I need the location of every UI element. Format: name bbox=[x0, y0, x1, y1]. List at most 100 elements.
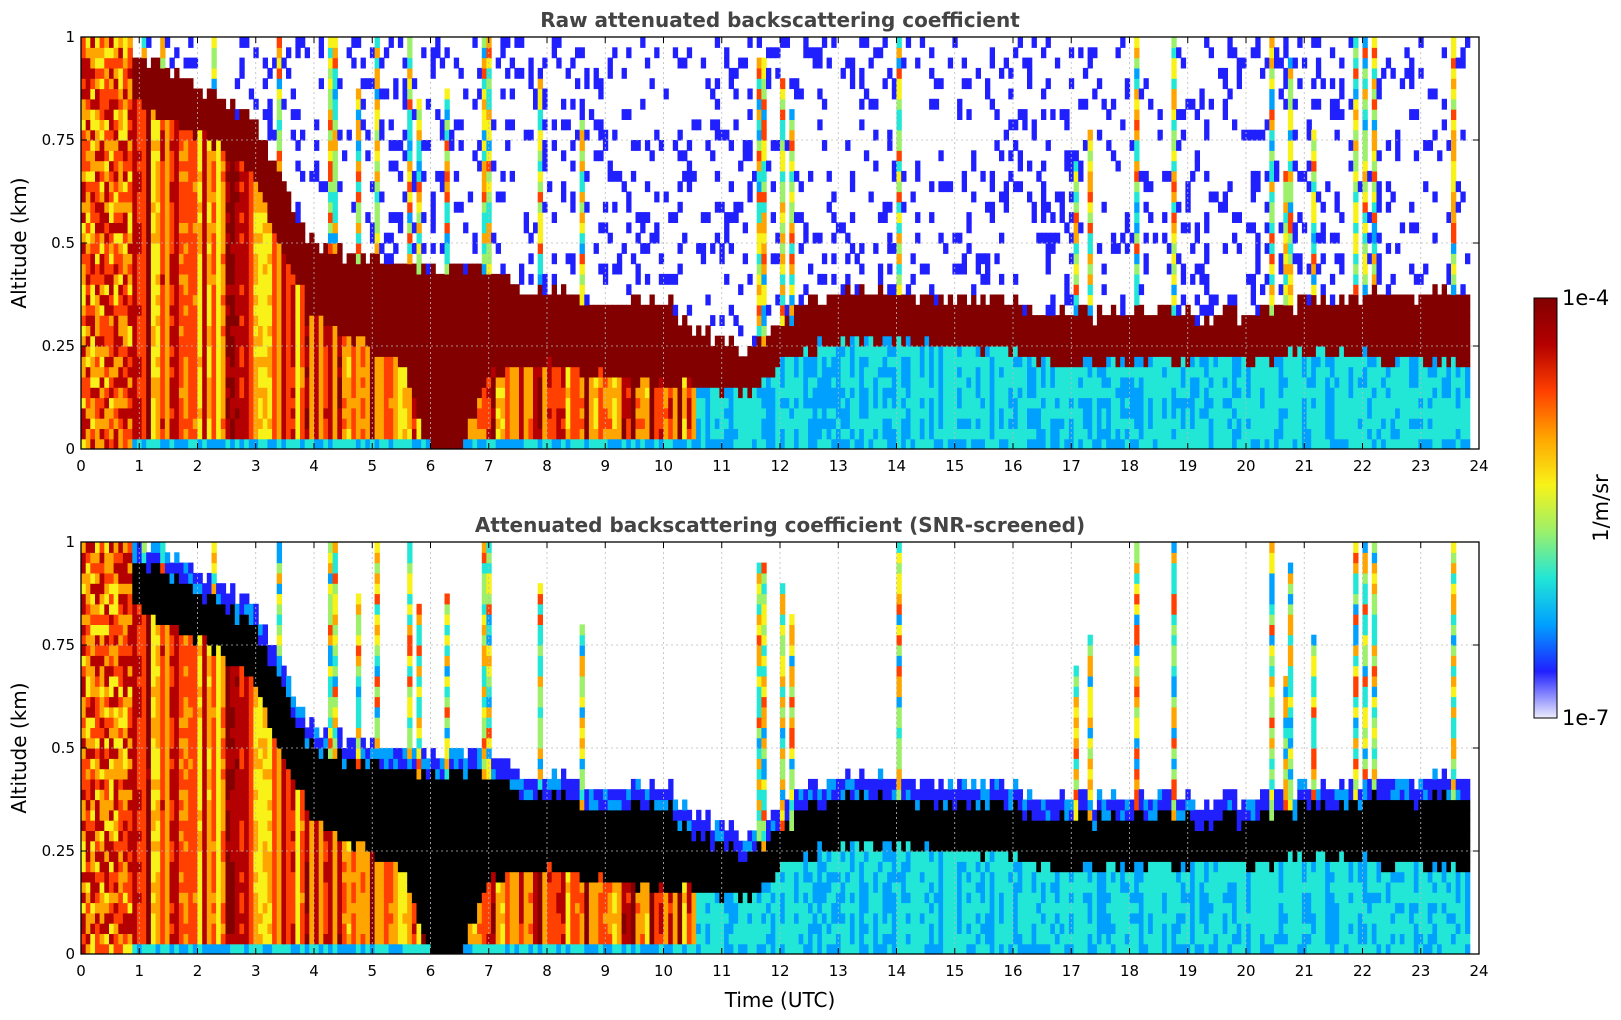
heatmap-cell bbox=[351, 304, 357, 316]
heatmap-cell bbox=[272, 397, 278, 409]
heatmap-cell bbox=[337, 263, 343, 275]
heatmap-cell bbox=[761, 150, 767, 162]
heatmap-cell bbox=[481, 397, 488, 409]
heatmap-cell bbox=[840, 387, 846, 399]
heatmap-cell bbox=[174, 407, 180, 419]
heatmap-cell bbox=[467, 387, 474, 399]
heatmap-cell bbox=[565, 366, 571, 378]
heatmap-cell bbox=[155, 191, 161, 203]
heatmap-cell bbox=[565, 253, 571, 265]
heatmap-cell bbox=[239, 191, 245, 203]
heatmap-cell bbox=[859, 438, 865, 449]
heatmap-cell bbox=[989, 57, 995, 69]
heatmap-cell bbox=[304, 397, 310, 409]
heatmap-cell bbox=[859, 263, 865, 275]
heatmap-cell bbox=[416, 366, 422, 378]
heatmap-cell bbox=[467, 273, 474, 285]
heatmap-cell bbox=[155, 273, 161, 285]
heatmap-cell bbox=[365, 346, 371, 357]
heatmap-cell bbox=[262, 428, 268, 440]
heatmap-cell bbox=[164, 366, 171, 378]
heatmap-cell bbox=[724, 346, 730, 357]
heatmap-cell bbox=[85, 37, 91, 48]
heatmap-cell bbox=[328, 67, 334, 79]
heatmap-cell bbox=[328, 315, 334, 326]
heatmap-cell bbox=[421, 407, 427, 419]
heatmap-cell bbox=[947, 315, 954, 326]
heatmap-cell bbox=[449, 428, 455, 440]
heatmap-cell bbox=[388, 397, 394, 409]
heatmap-cell bbox=[183, 335, 189, 347]
heatmap-cell bbox=[467, 294, 474, 306]
heatmap-cell bbox=[202, 170, 208, 182]
heatmap-cell bbox=[947, 418, 954, 429]
heatmap-cell bbox=[910, 397, 916, 409]
heatmap-cell bbox=[118, 140, 124, 151]
heatmap-cell bbox=[584, 170, 590, 182]
heatmap-cell bbox=[565, 376, 571, 388]
heatmap-cell bbox=[817, 273, 823, 285]
heatmap-cell bbox=[220, 294, 227, 306]
heatmap-cell bbox=[169, 366, 175, 378]
heatmap-cell bbox=[458, 273, 464, 285]
heatmap-cell bbox=[961, 181, 967, 193]
heatmap-cell bbox=[523, 325, 529, 337]
heatmap-cell bbox=[383, 376, 390, 388]
heatmap-cell bbox=[570, 346, 576, 357]
heatmap-cell bbox=[579, 418, 585, 429]
heatmap-cell bbox=[547, 304, 553, 316]
heatmap-cell bbox=[775, 397, 781, 409]
heatmap-cell bbox=[276, 57, 282, 69]
heatmap-cell bbox=[118, 67, 124, 79]
heatmap-cell bbox=[95, 119, 101, 131]
heatmap-cell bbox=[225, 284, 231, 296]
heatmap-cell bbox=[95, 67, 101, 79]
heatmap-cell bbox=[812, 304, 818, 316]
heatmap-cell bbox=[150, 263, 157, 275]
heatmap-cell bbox=[262, 335, 268, 347]
heatmap-cell bbox=[621, 438, 627, 449]
heatmap-cell bbox=[160, 253, 166, 265]
heatmap-cell bbox=[891, 170, 898, 182]
heatmap-cell bbox=[323, 397, 329, 409]
heatmap-cell bbox=[95, 109, 101, 120]
heatmap-cell bbox=[523, 222, 529, 234]
heatmap-cell bbox=[691, 119, 697, 131]
heatmap-cell bbox=[579, 356, 585, 368]
heatmap-cell bbox=[416, 222, 422, 234]
heatmap-cell bbox=[649, 315, 655, 326]
heatmap-cell bbox=[99, 366, 105, 378]
heatmap-cell bbox=[896, 243, 902, 254]
heatmap-cell bbox=[202, 376, 208, 388]
heatmap-cell bbox=[141, 181, 147, 193]
heatmap-cell bbox=[109, 366, 115, 378]
heatmap-cell bbox=[300, 428, 306, 440]
heatmap-cell bbox=[700, 243, 707, 254]
heatmap-cell bbox=[854, 387, 860, 399]
heatmap-cell bbox=[109, 356, 115, 368]
heatmap-cell bbox=[458, 346, 464, 357]
heatmap-cell bbox=[393, 335, 399, 347]
heatmap-cell bbox=[863, 407, 870, 419]
heatmap-cell bbox=[439, 294, 446, 306]
heatmap-cell bbox=[244, 232, 250, 244]
heatmap-cell bbox=[304, 438, 310, 449]
heatmap-cell bbox=[775, 294, 781, 306]
heatmap-cell bbox=[444, 150, 450, 162]
heatmap-cell bbox=[752, 366, 758, 378]
heatmap-cell bbox=[700, 212, 707, 223]
heatmap-cell bbox=[211, 253, 217, 265]
heatmap-cell bbox=[304, 376, 310, 388]
heatmap-cell bbox=[891, 243, 898, 254]
heatmap-cell bbox=[402, 315, 408, 326]
heatmap-cell bbox=[705, 346, 711, 357]
heatmap-cell bbox=[444, 273, 450, 285]
heatmap-cell bbox=[118, 284, 124, 296]
heatmap-cell bbox=[784, 346, 790, 357]
heatmap-cell bbox=[290, 376, 296, 388]
heatmap-cell bbox=[132, 243, 138, 254]
heatmap-cell bbox=[803, 37, 809, 48]
heatmap-cell bbox=[868, 356, 874, 368]
heatmap-cell bbox=[491, 356, 497, 368]
heatmap-cell bbox=[472, 397, 478, 409]
